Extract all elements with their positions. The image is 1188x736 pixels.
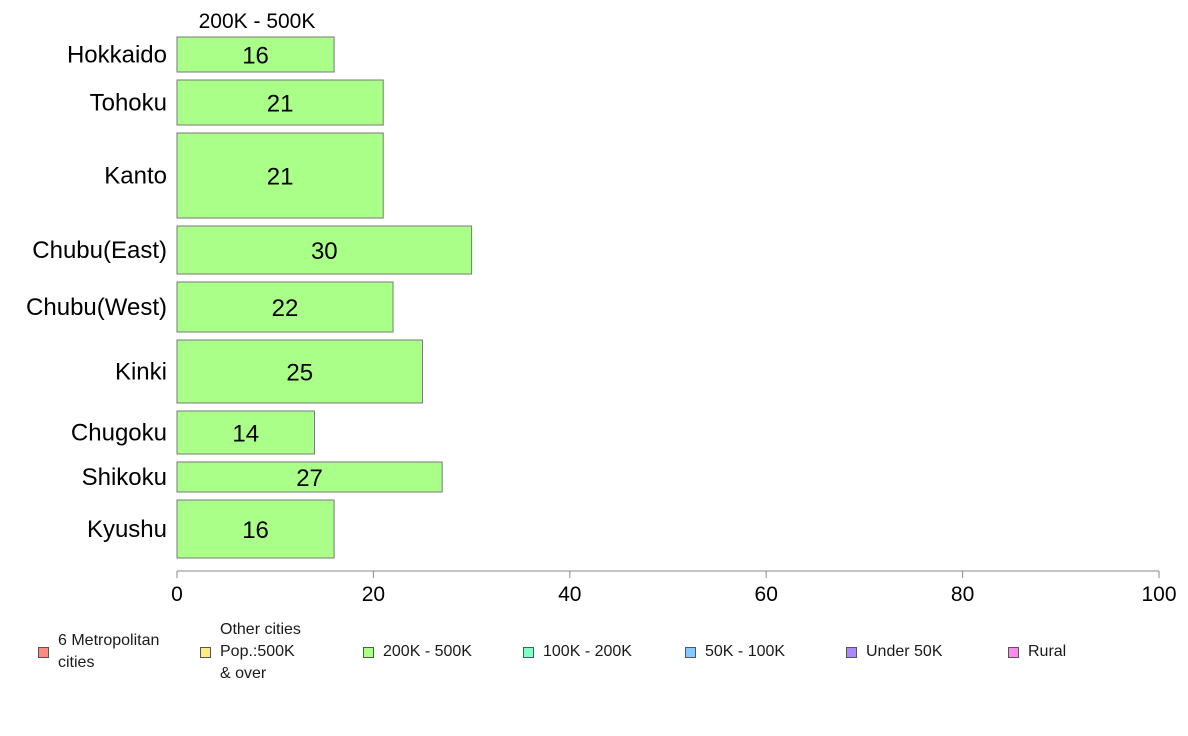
legend-item: 200K - 500K [363,620,472,684]
series-header: 200K - 500K [199,10,316,33]
legend: 6 Metropolitan cities Other cities Pop.:5… [38,620,1158,690]
category-labels: Hokkaido Tohoku Kanto Chubu(East) Chubu(West… [26,42,167,544]
data-label: 14 [232,421,259,448]
x-tick-label: 80 [951,583,974,606]
category-label: Chubu(West) [26,294,167,321]
data-label: 25 [286,360,313,387]
legend-swatch [200,646,211,658]
bars-group [176,36,473,559]
legend-item: Rural [1008,620,1066,684]
bar-chubu-east- [176,225,473,275]
legend-swatch [523,646,534,658]
category-label: Kinki [115,359,167,386]
legend-label: 50K - 100K [705,643,786,660]
legend-label: 6 Metropolitan cities [58,632,160,671]
bar-chugoku [176,410,315,455]
data-label: 30 [311,238,338,265]
legend-swatch [1008,646,1019,658]
legend-label: Other cities Pop.:500K & over [220,621,301,682]
data-label: 16 [242,43,269,70]
bar-chubu-west- [176,281,394,333]
x-tick-label: 0 [171,583,183,606]
x-axis: 0 20 40 60 80 100 [171,570,1177,606]
x-tick-label: 20 [362,583,385,606]
category-label: Tohoku [90,90,167,117]
legend-item: Under 50K [846,620,943,684]
data-label: 21 [267,164,294,191]
legend-label: 100K - 200K [543,643,632,660]
legend-item: 50K - 100K [685,620,785,684]
x-tick-label: 40 [558,583,581,606]
category-label: Shikoku [82,464,167,491]
bar-kyushu [176,499,335,559]
bar-kanto [176,132,384,219]
legend-swatch [363,646,374,658]
bar-kinki [176,339,423,404]
category-label: Chubu(East) [32,237,167,264]
bar-tohoku [176,79,384,126]
category-label: Hokkaido [67,42,167,69]
legend-label: 200K - 500K [383,643,472,660]
data-label: 21 [267,91,294,118]
data-label: 16 [242,517,269,544]
bar-hokkaido [176,36,335,73]
legend-swatch [846,646,857,658]
bar-shikoku [176,461,443,493]
legend-label: Rural [1028,643,1067,660]
category-label: Kanto [104,163,167,190]
legend-item: 100K - 200K [523,620,632,684]
legend-label: Under 50K [866,643,943,660]
category-label: Kyushu [87,516,167,543]
category-label: Chugoku [71,420,167,447]
legend-item: 6 Metropolitan cities [38,620,159,684]
legend-item: Other cities Pop.:500K & over [200,620,301,684]
x-tick-label: 60 [755,583,778,606]
x-tick-label: 100 [1141,583,1176,606]
data-label: 22 [272,295,299,322]
data-label: 27 [296,465,323,492]
data-labels: 16 21 21 30 22 25 14 27 16 [232,43,337,545]
legend-swatch [685,646,696,658]
legend-swatch [38,646,49,658]
